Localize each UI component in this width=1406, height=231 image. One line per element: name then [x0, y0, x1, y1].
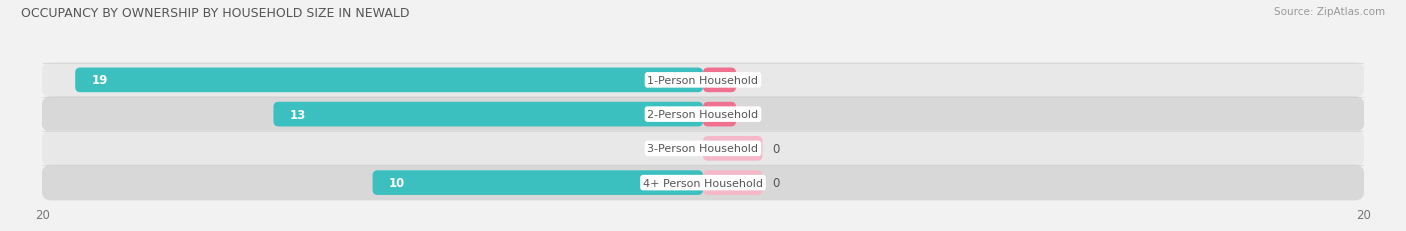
FancyBboxPatch shape [373, 170, 703, 195]
FancyBboxPatch shape [42, 97, 1364, 132]
FancyBboxPatch shape [703, 68, 737, 93]
Text: 0: 0 [686, 142, 693, 155]
FancyBboxPatch shape [42, 63, 1364, 98]
Text: 1-Person Household: 1-Person Household [648, 76, 758, 85]
Text: OCCUPANCY BY OWNERSHIP BY HOUSEHOLD SIZE IN NEWALD: OCCUPANCY BY OWNERSHIP BY HOUSEHOLD SIZE… [21, 7, 409, 20]
FancyBboxPatch shape [703, 170, 762, 195]
FancyBboxPatch shape [75, 68, 703, 93]
FancyBboxPatch shape [42, 131, 1364, 167]
Text: 0: 0 [772, 142, 780, 155]
Text: 4+ Person Household: 4+ Person Household [643, 178, 763, 188]
FancyBboxPatch shape [42, 165, 1364, 201]
Text: 0: 0 [772, 176, 780, 189]
Text: 1: 1 [747, 74, 754, 87]
Text: 2-Person Household: 2-Person Household [647, 110, 759, 120]
Text: 10: 10 [389, 176, 405, 189]
Text: Source: ZipAtlas.com: Source: ZipAtlas.com [1274, 7, 1385, 17]
FancyBboxPatch shape [703, 102, 737, 127]
Text: 3-Person Household: 3-Person Household [648, 144, 758, 154]
FancyBboxPatch shape [703, 137, 762, 161]
Text: 1: 1 [747, 108, 754, 121]
Text: 19: 19 [91, 74, 108, 87]
FancyBboxPatch shape [273, 102, 703, 127]
Text: 13: 13 [290, 108, 307, 121]
